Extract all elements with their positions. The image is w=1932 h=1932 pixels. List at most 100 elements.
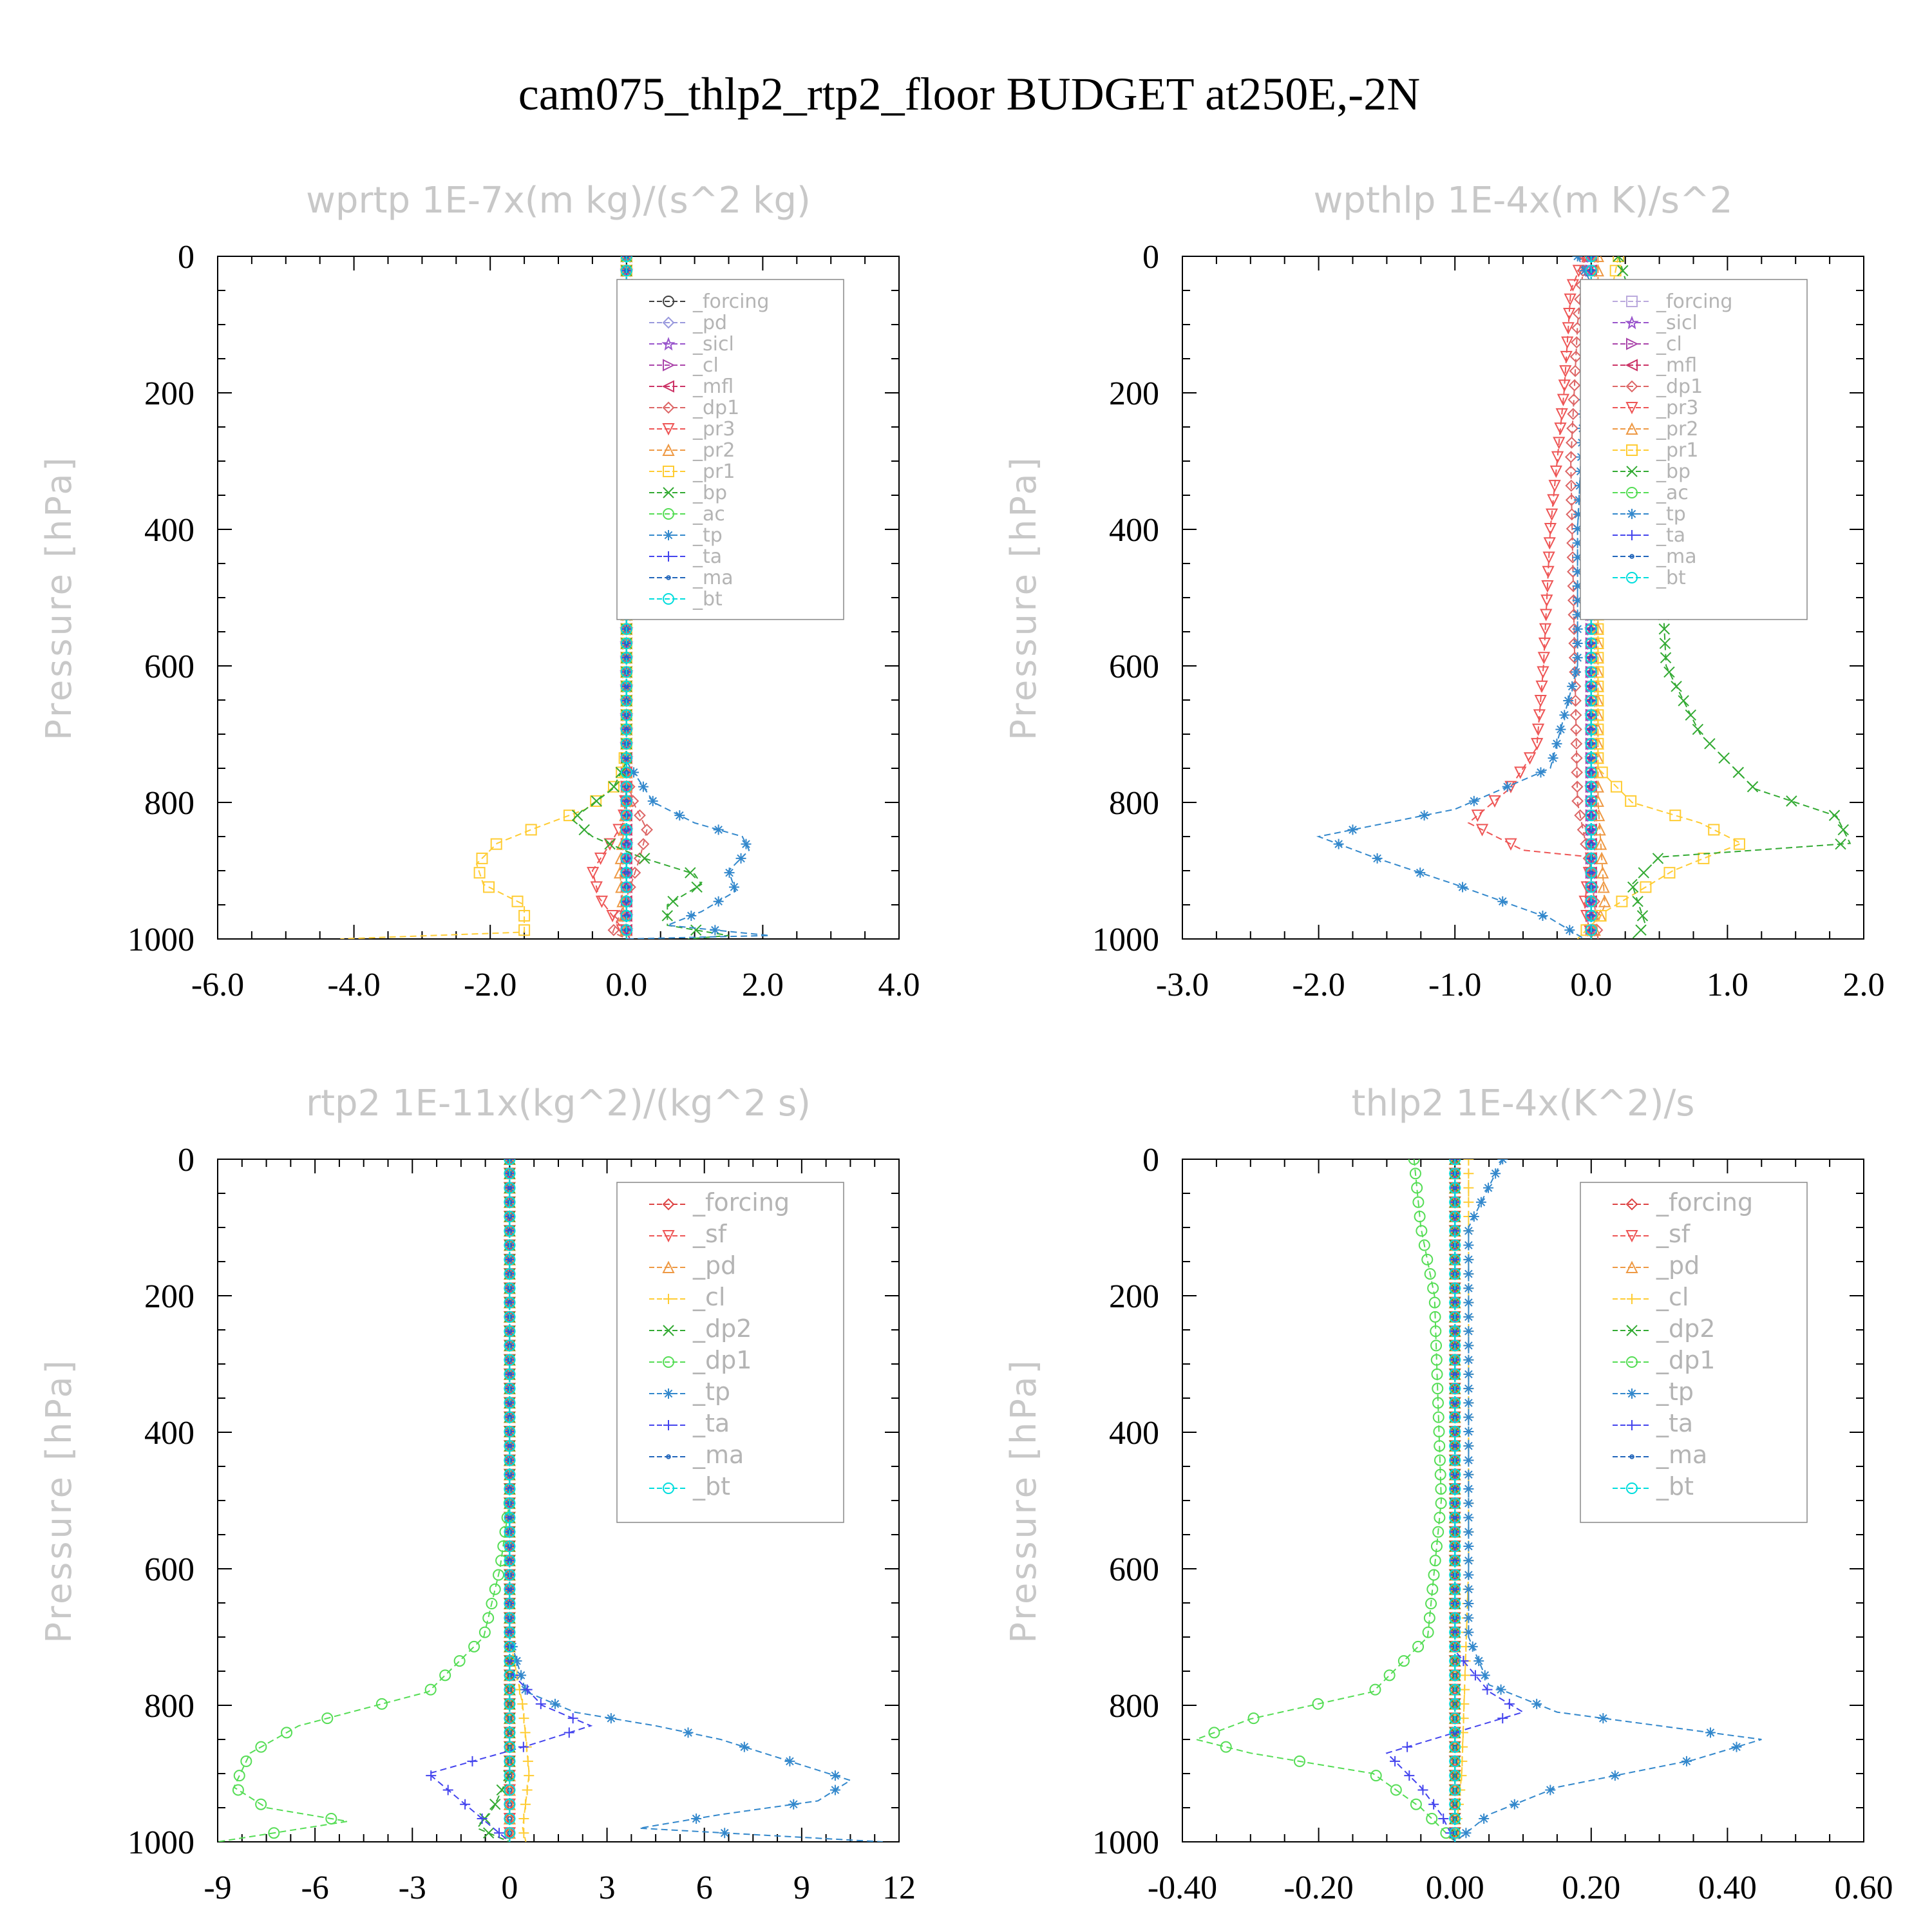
legend-label: _pr1 bbox=[692, 460, 735, 483]
data-point bbox=[1402, 1741, 1413, 1752]
legend-marker bbox=[1626, 487, 1638, 498]
data-point bbox=[1678, 695, 1689, 706]
data-point bbox=[504, 1540, 516, 1553]
data-point bbox=[829, 1785, 840, 1795]
legend-item: _tp bbox=[649, 524, 723, 547]
legend-marker bbox=[1627, 1420, 1637, 1430]
data-point bbox=[1497, 896, 1508, 907]
series-line-pr3 bbox=[1467, 256, 1592, 939]
data-point bbox=[1718, 752, 1730, 764]
data-point bbox=[1570, 752, 1583, 764]
legend-marker bbox=[1626, 337, 1639, 350]
y-tick-label: 600 bbox=[1109, 1551, 1159, 1588]
data-point bbox=[728, 882, 739, 893]
data-point bbox=[504, 1159, 516, 1165]
series-markers-dp1 bbox=[1208, 1159, 1452, 1839]
data-point bbox=[1468, 1211, 1479, 1222]
y-tick-label: 200 bbox=[144, 375, 194, 412]
data-point bbox=[1572, 256, 1583, 261]
data-point bbox=[607, 923, 620, 936]
legend-item: _bt bbox=[1613, 1472, 1694, 1501]
data-point bbox=[1449, 1511, 1461, 1524]
panel-2: wpthlp 1E-4x(m K)/s^2 Pressure [hPa] 0 200 4… bbox=[1003, 180, 1885, 1003]
data-point bbox=[1585, 723, 1597, 735]
data-point bbox=[620, 852, 632, 864]
data-point bbox=[1463, 1368, 1474, 1379]
y-tick-label: 400 bbox=[144, 1415, 194, 1452]
data-point bbox=[1585, 638, 1597, 650]
data-point bbox=[1537, 666, 1549, 679]
data-point bbox=[1425, 1598, 1437, 1610]
data-point bbox=[1449, 1354, 1461, 1366]
legend-item: _ta bbox=[649, 545, 722, 568]
data-point bbox=[240, 1755, 252, 1767]
series-markers-dp1 bbox=[232, 1159, 516, 1839]
legend-marker bbox=[663, 1420, 674, 1430]
data-point bbox=[1397, 1655, 1410, 1667]
legend-marker bbox=[662, 443, 675, 456]
data-point bbox=[489, 1798, 501, 1810]
legend-marker bbox=[662, 316, 675, 329]
data-point bbox=[1613, 256, 1625, 262]
legend-label: _pd bbox=[1656, 1251, 1700, 1280]
data-point bbox=[535, 1698, 546, 1709]
data-point bbox=[1569, 350, 1582, 363]
data-point bbox=[1638, 867, 1649, 878]
x-tick-label: 4.0 bbox=[878, 967, 920, 1003]
data-point bbox=[504, 1325, 516, 1338]
data-point bbox=[1449, 1425, 1461, 1437]
data-point bbox=[504, 1239, 516, 1251]
y-tick-label: 600 bbox=[144, 649, 194, 685]
legend-item: _sf bbox=[1613, 1220, 1691, 1248]
legend-marker bbox=[1629, 1454, 1634, 1459]
series-line-dp1 bbox=[1193, 1159, 1455, 1842]
legend-item: _dp1 bbox=[1613, 375, 1703, 398]
data-point bbox=[1598, 1713, 1609, 1724]
legend-marker bbox=[663, 466, 674, 477]
legend-item: _dp2 bbox=[1613, 1314, 1715, 1343]
data-point bbox=[1531, 737, 1544, 751]
data-point bbox=[504, 1812, 516, 1824]
legend-label: _ta bbox=[1656, 524, 1685, 547]
data-point bbox=[685, 867, 696, 878]
legend-marker bbox=[1625, 316, 1639, 330]
data-point bbox=[1585, 766, 1597, 779]
data-point bbox=[1475, 824, 1489, 837]
legend-item: _ac bbox=[649, 503, 725, 526]
data-point bbox=[595, 895, 609, 908]
data-point bbox=[1562, 322, 1575, 335]
legend-marker bbox=[1629, 554, 1634, 559]
data-point bbox=[1566, 279, 1580, 292]
legend-label: _ma bbox=[1656, 545, 1697, 568]
y-tick-label: 400 bbox=[1109, 512, 1159, 549]
data-point bbox=[1429, 1311, 1441, 1323]
legend-item: _mfl bbox=[1613, 354, 1697, 377]
data-point bbox=[1504, 1698, 1515, 1709]
data-point bbox=[564, 1727, 574, 1738]
x-tick-label: -1.0 bbox=[1428, 967, 1481, 1003]
data-point bbox=[620, 666, 632, 678]
legend-box bbox=[616, 1182, 844, 1523]
data-point bbox=[1449, 1196, 1461, 1208]
legend-label: _bt bbox=[1656, 567, 1686, 589]
legend-marker bbox=[663, 359, 676, 372]
y-tick-label: 200 bbox=[1109, 1278, 1159, 1315]
x-tick-label: -3.0 bbox=[1156, 967, 1209, 1003]
data-point bbox=[478, 1626, 491, 1638]
legend-item: _ta bbox=[649, 1409, 730, 1437]
data-point bbox=[375, 1698, 388, 1710]
legend-item: _sf bbox=[649, 1220, 728, 1248]
legend-item: _ma bbox=[649, 567, 734, 589]
legend-marker bbox=[662, 1260, 675, 1273]
legend-marker bbox=[1627, 530, 1637, 540]
legend-item: _ta bbox=[1613, 524, 1685, 547]
data-point bbox=[620, 680, 632, 692]
data-point bbox=[1786, 795, 1797, 807]
data-point bbox=[1408, 1159, 1420, 1165]
data-point bbox=[1523, 752, 1537, 765]
data-point bbox=[1585, 867, 1597, 879]
data-point bbox=[1574, 809, 1587, 822]
data-point bbox=[1293, 1755, 1305, 1767]
data-point bbox=[1312, 1698, 1324, 1710]
legend-label: _cl bbox=[692, 354, 719, 377]
